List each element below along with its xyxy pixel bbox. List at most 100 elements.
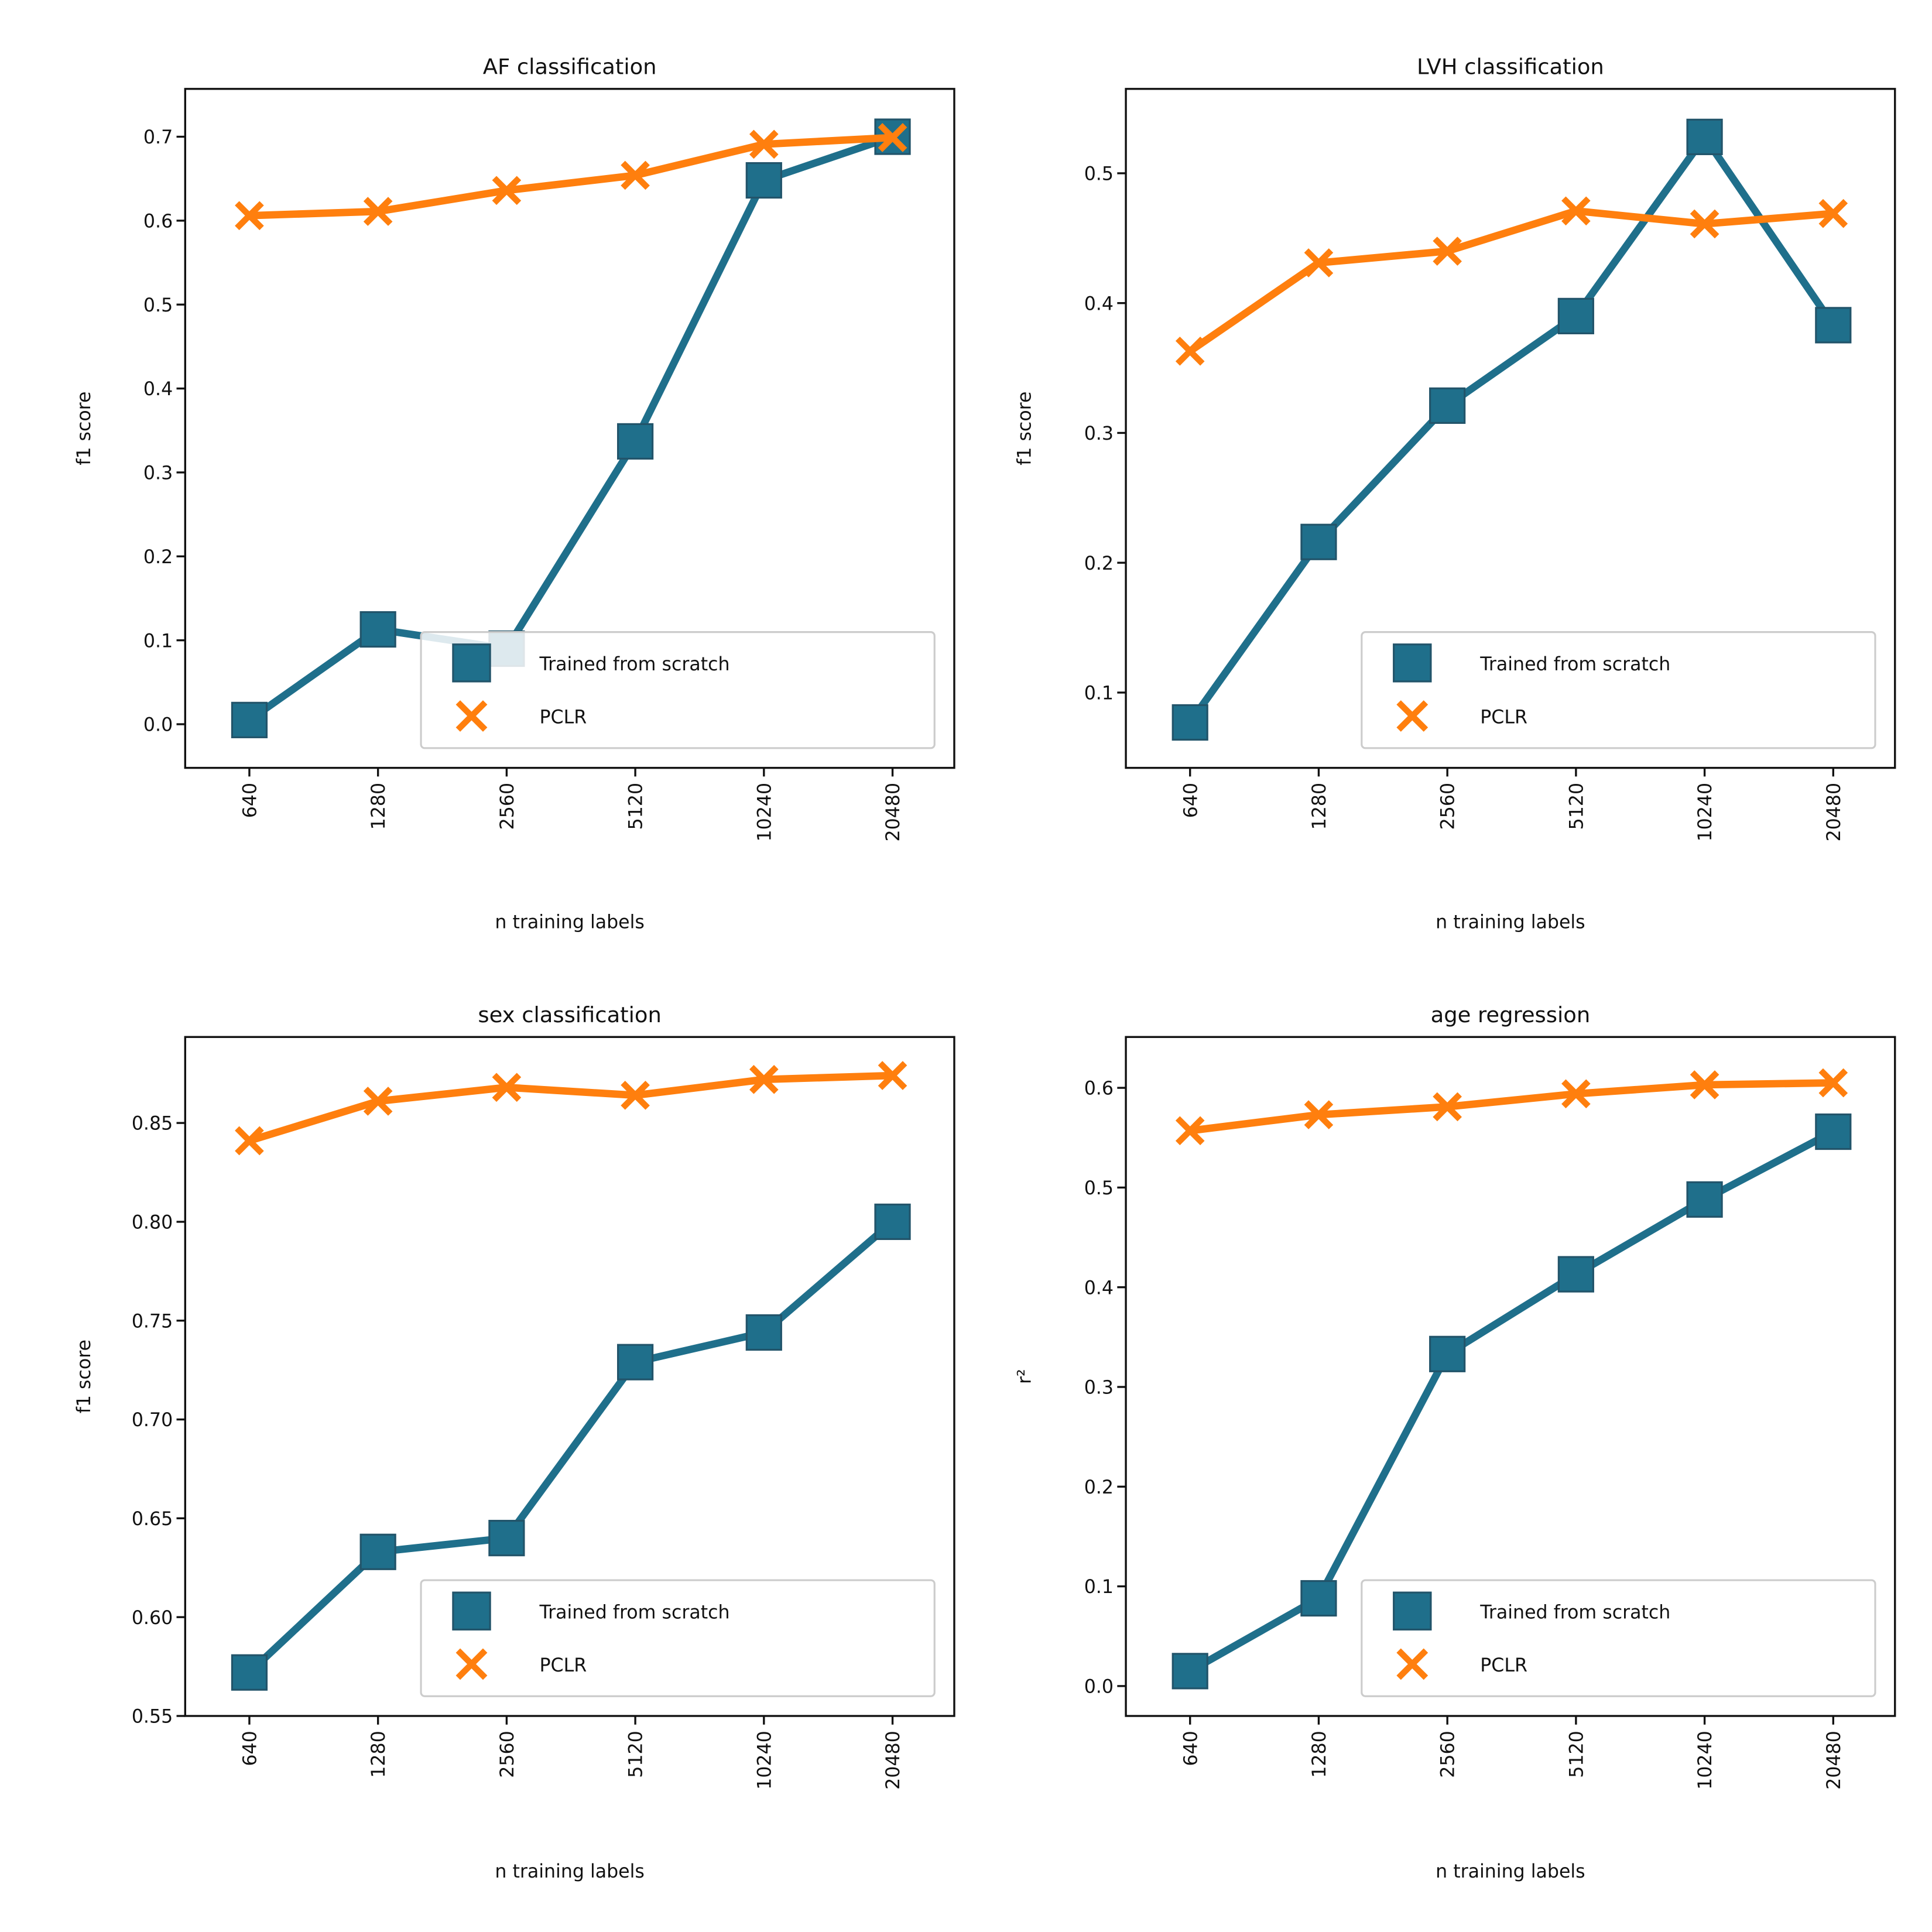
- y-tick-label: 0.5: [1084, 164, 1114, 185]
- data-point-pclr: [749, 1065, 779, 1094]
- series-line-scratch: [1188, 1128, 1835, 1674]
- data-point-pclr: [1433, 1092, 1462, 1122]
- data-point-scratch: [1686, 1181, 1723, 1218]
- x-axis-label: n training labels: [495, 1861, 645, 1882]
- data-point-pclr: [1690, 1070, 1719, 1099]
- x-axis-label: n training labels: [495, 912, 645, 933]
- plot-frame: [184, 1036, 955, 1717]
- x-tick-label: 10240: [1695, 1731, 1716, 1790]
- y-tick-label: 0.4: [1084, 293, 1114, 314]
- y-tick-label: 0.60: [132, 1608, 173, 1629]
- data-point-pclr: [363, 1087, 393, 1116]
- legend-marker-pclr: [455, 1648, 488, 1680]
- data-point-pclr: [235, 1126, 264, 1156]
- y-tick-label: 0.55: [132, 1707, 173, 1728]
- series-line-pclr: [1188, 207, 1834, 354]
- y-tick-label: 0.2: [143, 547, 173, 568]
- legend-label: PCLR: [539, 1655, 587, 1676]
- y-tick-label: 0.2: [1084, 553, 1114, 574]
- x-axis-label: n training labels: [1436, 1861, 1585, 1882]
- legend: Trained from scratch PCLR: [1361, 1579, 1876, 1697]
- series-line-scratch: [247, 133, 894, 724]
- series-line-pclr: [249, 133, 893, 220]
- legend-label: Trained from scratch: [1479, 654, 1670, 675]
- data-point-scratch: [1300, 523, 1337, 560]
- data-point-scratch: [359, 1533, 396, 1570]
- legend-marker-pclr: [1396, 1648, 1429, 1680]
- y-tick-label: 0.1: [1084, 1577, 1114, 1598]
- legend-label: Trained from scratch: [539, 654, 729, 675]
- y-tick-label: 0.4: [1084, 1277, 1114, 1299]
- panel-sex: sex classification 0.55 0.60 0.65 0.70 0.75 0.…: [74, 1002, 955, 1882]
- data-point-pclr: [621, 160, 650, 190]
- y-tick-label: 0.6: [1084, 1078, 1114, 1099]
- data-point-pclr: [878, 123, 907, 152]
- data-point-pclr: [1304, 1100, 1334, 1129]
- legend-marker-scratch: [452, 1591, 491, 1630]
- data-point-pclr: [1175, 336, 1205, 366]
- y-tick-label: 0.5: [1084, 1178, 1114, 1199]
- data-point-pclr: [621, 1081, 650, 1110]
- data-point-pclr: [492, 176, 522, 205]
- legend-box: [420, 631, 936, 749]
- x-tick-label: 2560: [1438, 783, 1459, 830]
- chart-title: sex classification: [478, 1002, 661, 1027]
- data-point-scratch: [1815, 307, 1852, 344]
- data-point-pclr: [235, 201, 264, 231]
- data-point-pclr: [363, 197, 393, 226]
- legend-label: PCLR: [1480, 1655, 1527, 1676]
- y-tick-label: 0.6: [143, 211, 173, 232]
- x-tick-label: 640: [240, 783, 261, 818]
- data-point-scratch: [616, 1344, 654, 1381]
- legend-box: [1361, 631, 1876, 749]
- x-tick-label: 5120: [626, 783, 647, 830]
- legend-label: Trained from scratch: [539, 1602, 729, 1623]
- y-tick-label: 0.0: [143, 715, 173, 736]
- data-point-pclr: [1818, 1068, 1848, 1098]
- data-point-scratch: [1171, 704, 1208, 741]
- series-line-scratch: [1187, 133, 1837, 725]
- panel-lvh: LVH classification 0.1 0.2 0.3 0.4 0.5 640 1280…: [1015, 54, 1896, 933]
- legend-box: [420, 1579, 936, 1697]
- data-point-pclr: [749, 129, 779, 159]
- y-tick-label: 0.65: [132, 1509, 173, 1530]
- data-point-scratch: [231, 1654, 268, 1691]
- data-point-scratch: [359, 611, 396, 648]
- data-point-scratch: [1429, 1335, 1466, 1372]
- y-tick-label: 0.80: [132, 1212, 173, 1234]
- x-tick-label: 10240: [754, 783, 775, 842]
- y-axis-label: r²: [1015, 1369, 1036, 1384]
- y-tick-label: 0.75: [132, 1311, 173, 1332]
- chart-title: AF classification: [483, 54, 657, 80]
- x-tick-label: 640: [1180, 783, 1201, 818]
- data-point-pclr: [1561, 1079, 1591, 1109]
- plot-frame: [1125, 88, 1896, 769]
- legend-marker-scratch: [1393, 1591, 1432, 1630]
- y-tick-label: 0.4: [143, 379, 173, 400]
- x-axis-label: n training labels: [1436, 912, 1585, 933]
- panel-af: AF classification 0.0 0.1 0.2 0.3 0.4 0.5 0.6 0.…: [74, 54, 955, 933]
- y-tick-label: 0.1: [143, 631, 173, 652]
- legend: Trained from scratch PCLR: [420, 631, 936, 749]
- legend-box: [1361, 1579, 1876, 1697]
- y-tick-label: 0.3: [143, 463, 173, 484]
- legend-marker-scratch: [1393, 643, 1432, 683]
- data-point-pclr: [1175, 1116, 1205, 1146]
- data-point-pclr: [1433, 237, 1462, 266]
- data-point-pclr: [492, 1073, 522, 1102]
- y-tick-label: 0.1: [1084, 683, 1114, 704]
- legend-label: PCLR: [1480, 707, 1527, 728]
- x-tick-label: 5120: [626, 1731, 647, 1777]
- legend-label: PCLR: [539, 707, 587, 728]
- data-point-pclr: [878, 1061, 907, 1090]
- x-tick-label: 5120: [1566, 783, 1587, 830]
- legend-marker-scratch: [452, 643, 491, 683]
- x-tick-label: 1280: [1309, 1731, 1330, 1777]
- data-point-pclr: [1561, 196, 1591, 226]
- panel-age: age regression 0.0 0.1 0.2 0.3 0.4 0.5 0.6 640 12…: [1015, 1002, 1896, 1882]
- y-tick-label: 0.85: [132, 1114, 173, 1135]
- data-point-scratch: [1171, 1653, 1208, 1690]
- y-axis-label: f1 score: [74, 1340, 95, 1413]
- x-tick-label: 10240: [754, 1731, 775, 1790]
